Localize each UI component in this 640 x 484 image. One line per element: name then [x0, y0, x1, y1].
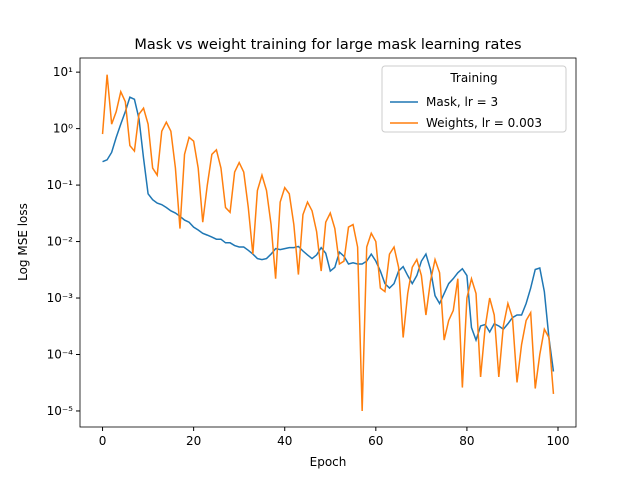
legend-title: Training — [449, 71, 497, 85]
legend-label: Mask, lr = 3 — [426, 95, 498, 109]
x-tick-label: 100 — [547, 434, 570, 448]
y-axis-label: Log MSE loss — [16, 203, 30, 281]
y-tick-label: 10⁰ — [53, 122, 73, 136]
plot-frame — [79, 57, 577, 428]
y-tick-label: 10⁻¹ — [47, 178, 74, 192]
x-tick-label: 40 — [277, 434, 292, 448]
legend-box — [381, 65, 567, 133]
series-line — [101, 74, 555, 411]
x-tick-label: 20 — [186, 434, 201, 448]
y-tick-label: 10⁻⁵ — [47, 404, 74, 418]
x-tick-label: 60 — [368, 434, 383, 448]
series-line — [102, 96, 555, 372]
x-axis-label: Epoch — [310, 455, 347, 469]
y-tick-label: 10⁻³ — [47, 291, 74, 305]
y-tick-label: 10⁻⁴ — [47, 347, 74, 361]
x-tick-label: 0 — [99, 434, 107, 448]
y-tick-label: 10¹ — [53, 65, 73, 79]
legend-label: Weights, lr = 0.003 — [426, 116, 542, 130]
chart-title: Mask vs weight training for large mask l… — [134, 37, 521, 53]
y-tick-label: 10⁻² — [47, 235, 74, 249]
x-tick-label: 80 — [459, 434, 474, 448]
